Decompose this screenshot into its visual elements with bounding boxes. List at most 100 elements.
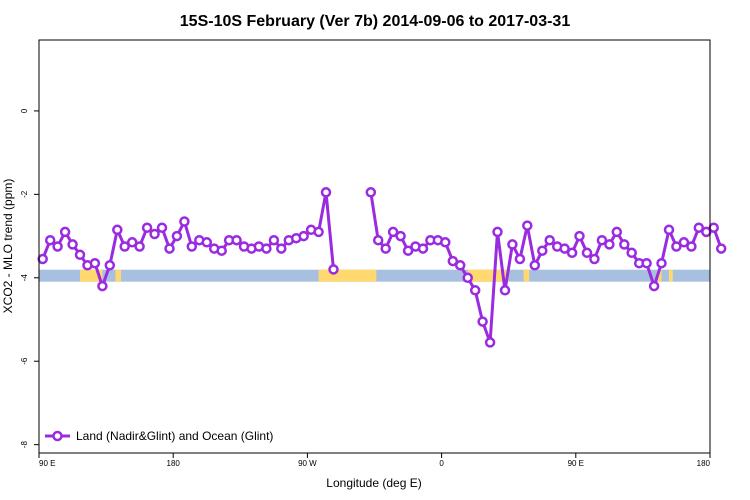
data-point (454, 260, 466, 271)
chart-title: 15S-10S February (Ver 7b) 2014-09-06 to … (180, 13, 571, 30)
data-point (268, 234, 280, 246)
data-point (477, 316, 488, 327)
data-point (119, 241, 130, 252)
land-band (523, 269, 530, 282)
data-point (261, 243, 272, 254)
data-point (126, 237, 138, 248)
y-tick-label: -2 (20, 190, 29, 198)
data-point (112, 224, 123, 236)
plot-frame (38, 39, 711, 454)
data-point (276, 243, 287, 254)
data-point (52, 241, 63, 252)
data-point (648, 280, 660, 292)
data-point (693, 222, 705, 233)
data-point (492, 226, 503, 238)
series-layer (37, 187, 727, 348)
x-tick-label: 90 W (298, 459, 317, 468)
data-point (395, 230, 406, 242)
land-band (115, 269, 122, 282)
data-point (574, 230, 585, 242)
y-tick-label: -6 (20, 357, 29, 365)
data-point (581, 247, 593, 259)
data-point (559, 243, 570, 254)
x-tick-label: 0 (439, 459, 444, 468)
data-point (313, 226, 324, 238)
data-point (387, 226, 399, 238)
data-point (514, 253, 526, 265)
x-tick-label: 180 (697, 459, 711, 468)
data-point (499, 285, 511, 296)
data-point (537, 245, 548, 256)
land-band (657, 269, 662, 282)
land-band (668, 269, 673, 282)
data-point (402, 245, 414, 256)
data-point (149, 228, 160, 240)
x-axis-label: Longitude (deg E) (326, 476, 421, 490)
data-point (67, 239, 78, 250)
data-point (320, 187, 332, 198)
data-point (89, 257, 101, 269)
data-point (611, 226, 623, 238)
data-point (417, 243, 429, 254)
data-point (715, 243, 727, 254)
data-point (507, 239, 518, 250)
data-point (596, 234, 608, 246)
data-point (59, 226, 71, 238)
x-tick-label: 180 (167, 459, 181, 468)
y-axis-label: XCO2 - MLO trend (ppm) (1, 179, 15, 314)
data-point (179, 216, 190, 227)
x-axis: 90 E 180 90 W 0 90 E 180 (38, 453, 711, 468)
y-tick-label: -8 (20, 441, 29, 449)
x-tick-label: 90 E (568, 459, 584, 468)
data-point (484, 337, 496, 348)
data-point (171, 230, 183, 242)
data-point (156, 222, 168, 233)
data-point (626, 247, 637, 259)
data-point (164, 243, 175, 254)
land-band (318, 269, 377, 282)
data-point (708, 222, 719, 233)
data-point (104, 260, 116, 271)
data-point (298, 230, 309, 242)
data-point (216, 245, 227, 256)
data-point (440, 237, 451, 248)
data-point (186, 241, 198, 252)
data-point (641, 257, 652, 269)
data-point (663, 224, 675, 236)
data-point (686, 241, 697, 252)
data-point (141, 222, 153, 233)
data-point (678, 237, 690, 248)
data-point (469, 285, 481, 296)
data-point (656, 257, 667, 269)
data-point (462, 272, 473, 284)
land-band (467, 269, 509, 282)
data-point (529, 260, 541, 271)
data-point (44, 234, 56, 246)
data-point (589, 253, 600, 265)
data-point (74, 249, 86, 261)
legend-marker (52, 430, 63, 442)
y-tick-label: 0 (20, 108, 29, 113)
data-point (671, 241, 682, 252)
data-point (566, 247, 578, 259)
data-point (365, 187, 377, 198)
data-point (328, 264, 339, 275)
data-point (447, 255, 459, 267)
x-tick-label: 90 E (39, 459, 55, 468)
data-point (37, 253, 48, 265)
data-point (619, 239, 630, 250)
surface-type-bar (39, 269, 710, 282)
data-point (380, 243, 391, 254)
data-point (134, 241, 145, 252)
legend-entry: Land (Nadir&Glint) and Ocean (Glint) (76, 429, 273, 443)
data-point (522, 220, 533, 231)
data-point (201, 237, 213, 248)
data-point (97, 280, 108, 292)
y-tick-label: -4 (20, 274, 29, 282)
series-line (369, 192, 708, 344)
data-point (604, 239, 615, 250)
data-point (231, 234, 242, 246)
legend: Land (Nadir&Glint) and Ocean (Glint) (45, 429, 273, 443)
data-point (372, 234, 384, 246)
